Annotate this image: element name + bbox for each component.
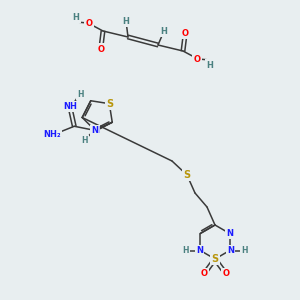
Text: S: S: [106, 99, 113, 109]
Text: S: S: [183, 170, 190, 180]
Text: S: S: [212, 254, 219, 264]
Text: O: O: [194, 55, 200, 64]
Text: O: O: [223, 269, 230, 278]
Text: O: O: [85, 19, 92, 28]
Text: O: O: [98, 44, 104, 53]
Text: N: N: [196, 246, 203, 255]
Text: N: N: [92, 126, 99, 135]
Text: NH: NH: [63, 102, 77, 111]
Text: H: H: [123, 16, 129, 26]
Text: H: H: [242, 246, 248, 255]
Text: H: H: [73, 13, 80, 22]
Text: H: H: [160, 26, 167, 35]
Text: H: H: [81, 136, 88, 145]
Text: N: N: [91, 126, 98, 135]
Text: H: H: [182, 246, 188, 255]
Text: NH₂: NH₂: [44, 130, 61, 139]
Text: O: O: [200, 269, 208, 278]
Text: H: H: [207, 61, 213, 70]
Text: H: H: [77, 90, 83, 99]
Text: N: N: [226, 229, 233, 238]
Text: O: O: [182, 28, 188, 38]
Text: N: N: [227, 246, 234, 255]
